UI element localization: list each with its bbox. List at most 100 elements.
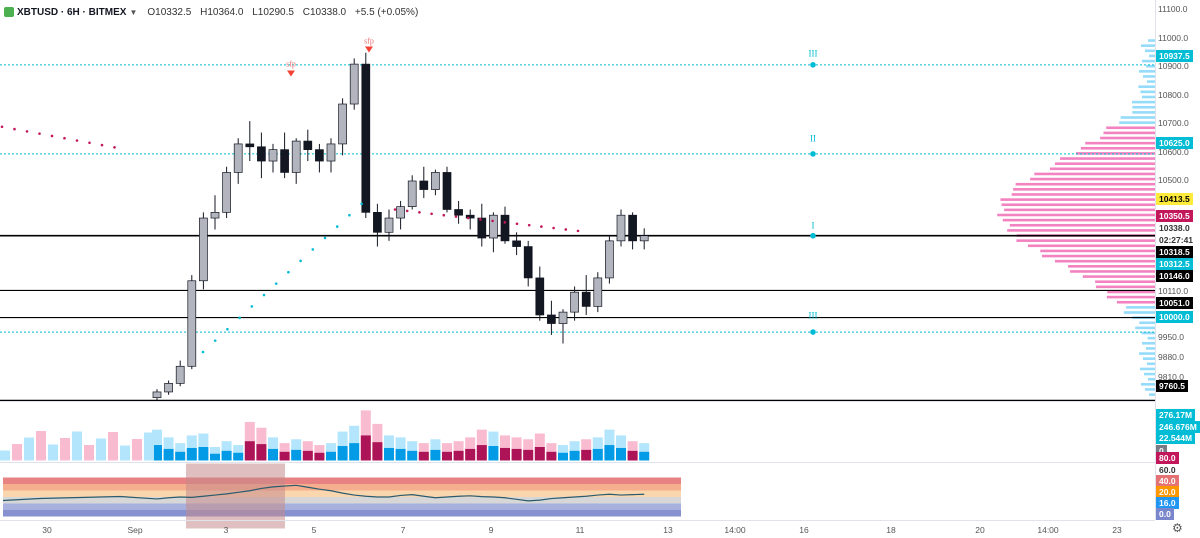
candle-body: [233, 143, 243, 173]
time-tick-label: 20: [975, 525, 985, 535]
volume-profile-bar: [1145, 49, 1155, 53]
candle-body: [454, 209, 463, 216]
volume-bar: [132, 439, 142, 461]
volume-profile-bar: [1000, 198, 1155, 201]
price-scale[interactable]: 11100.0 11000.0 10900.0 10800.0 10700.0 10600…: [1155, 0, 1200, 520]
candle-body: [326, 143, 336, 162]
volume-profile-bar: [1106, 126, 1155, 130]
volume-profile-bar: [1100, 136, 1155, 140]
volume-bar-inner: [558, 452, 568, 461]
volume-profile-bar: [1148, 377, 1155, 381]
volume-profile-bar: [1146, 64, 1155, 68]
time-tick-label: 5: [311, 525, 317, 535]
volume-profile-bar: [1146, 347, 1155, 350]
volume-bar-inner: [476, 445, 487, 461]
wave-point: [810, 62, 816, 68]
sar-dot: [527, 223, 531, 227]
sar-dot: [430, 212, 433, 216]
volume-bar: [48, 444, 58, 461]
volume-bar-inner: [639, 451, 650, 461]
wave-point: [810, 232, 816, 239]
price-badge: 10413.5: [1156, 193, 1193, 205]
rsi-badge: 40.0: [1156, 475, 1179, 487]
time-tick-label: 14:00: [724, 525, 746, 535]
sar-dot: [540, 225, 543, 228]
volume-profile-bar: [1141, 44, 1155, 47]
price-badge: 10625.0: [1156, 137, 1193, 149]
candle-body: [280, 149, 289, 173]
wave-label: III: [809, 49, 818, 59]
volume-profile-bar: [1040, 249, 1155, 253]
candle-body: [257, 146, 266, 162]
sar-dot: [25, 130, 29, 133]
price-tick-label: 10900.0: [1158, 61, 1189, 71]
volume-profile-bar: [1141, 95, 1155, 99]
volume-profile-bar: [1082, 275, 1155, 278]
time-tick-label: 18: [886, 525, 896, 535]
volume-profile-bar: [1142, 341, 1155, 345]
symbol-title[interactable]: XBTUSD · 6H · BITMEX: [17, 6, 127, 18]
time-tick-label: 11: [575, 525, 585, 535]
ohlc-values: O10332.5 H10364.0 L10290.5 C10338.0 +5.5…: [147, 7, 424, 18]
price-badge: 9760.5: [1156, 380, 1188, 392]
volume-bar-inner: [604, 445, 615, 461]
price-badge: 10312.5: [1156, 258, 1193, 270]
candle-body: [210, 212, 220, 219]
volume-profile-bar: [1120, 116, 1155, 119]
rsi-badge: 80.0: [1156, 452, 1179, 464]
volume-badge: 246.676M: [1156, 421, 1200, 433]
volume-profile-bar: [1004, 208, 1155, 212]
candle-body: [512, 240, 521, 247]
sar-dot: [405, 209, 409, 213]
price-tick-label: 10800.0: [1158, 89, 1189, 100]
volume-profile-bar: [1147, 362, 1155, 366]
candle-body: [407, 180, 417, 207]
volume-bar-inner: [268, 448, 278, 461]
volume-bar-inner: [372, 442, 383, 461]
price-tick-label: 10600.0: [1158, 146, 1189, 157]
sfp-label: sfp: [286, 60, 296, 69]
rsi-band: [3, 510, 681, 517]
volume-bar: [24, 437, 34, 461]
volume-profile-bar: [1143, 75, 1155, 78]
volume-profile-bar: [1034, 172, 1155, 176]
rsi-badge: 0.0: [1156, 508, 1174, 520]
rsi-band: [3, 484, 681, 491]
volume-profile-bar: [1015, 182, 1155, 186]
chevron-down-icon[interactable]: ▼: [129, 7, 138, 17]
candle-body: [349, 63, 359, 105]
volume-profile-bar: [1147, 336, 1155, 340]
sar-dot: [360, 202, 363, 206]
volume-bar-inner: [337, 446, 348, 461]
volume-bar-inner: [326, 451, 336, 461]
sar-dot: [113, 146, 116, 149]
time-tick-label: 14:00: [1037, 525, 1059, 535]
candle-body: [547, 314, 556, 324]
volume-bar-inner: [233, 452, 244, 461]
volume-bar: [442, 443, 452, 461]
sar-dot: [201, 350, 205, 354]
candle-body: [384, 217, 394, 233]
volume-bar-inner: [186, 447, 197, 461]
volume-profile-bar: [1139, 352, 1155, 355]
volume-bar: [0, 450, 10, 461]
rsi-band: [3, 477, 681, 484]
time-axis[interactable]: 30 Sep 3 5 7 9 11 13 14:00 16 18 20 14:00 23: [0, 520, 1155, 538]
price-badge: 10000.0: [1156, 311, 1193, 323]
volume-bar-inner: [152, 445, 162, 461]
candle-body: [442, 172, 452, 210]
settings-gear-icon[interactable]: ⚙: [1172, 521, 1183, 535]
volume-profile-bar: [1080, 146, 1155, 150]
volume-bar-inner: [314, 452, 325, 461]
time-tick-label: 3: [223, 525, 229, 535]
change-value: +5.5 (+0.05%): [354, 6, 419, 18]
price-tick-label: 9810.0: [1158, 371, 1184, 382]
sar-dot: [262, 293, 266, 297]
price-tick-label: 10700.0: [1158, 118, 1189, 129]
volume-profile-bar: [1001, 203, 1155, 207]
volume-bar: [476, 429, 487, 461]
volume-bar: [36, 431, 46, 461]
price-tick-label: 11000.0: [1158, 32, 1189, 43]
candle-body: [396, 206, 405, 219]
